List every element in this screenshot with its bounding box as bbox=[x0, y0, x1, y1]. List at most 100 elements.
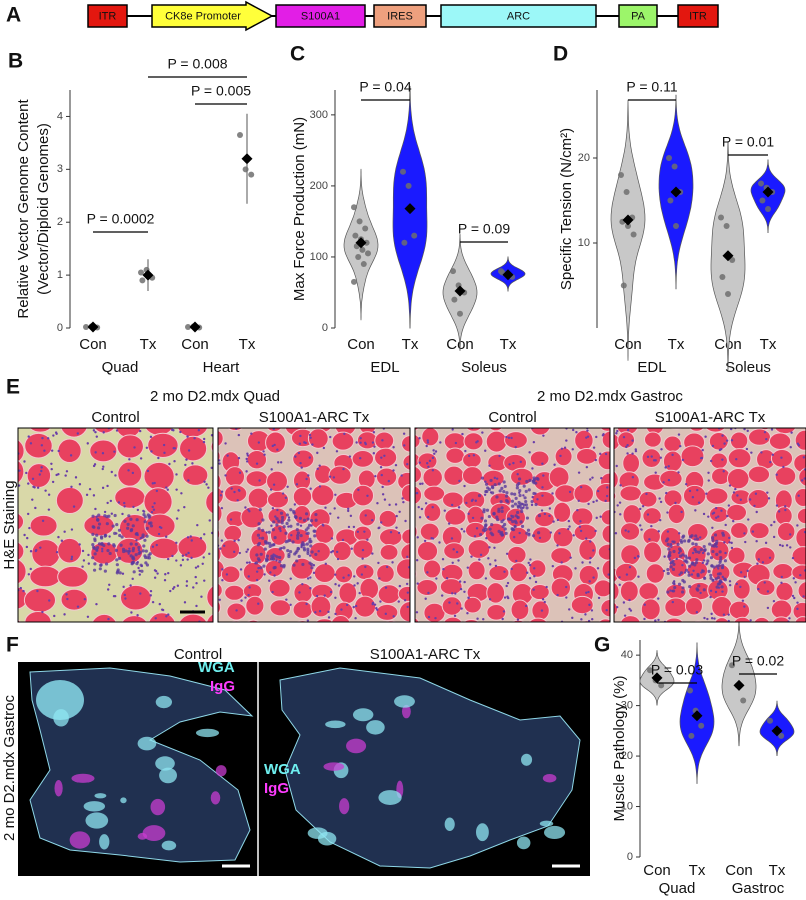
fiber bbox=[768, 432, 792, 450]
construct-label: S100A1 bbox=[301, 10, 340, 22]
infiltrate bbox=[115, 558, 119, 562]
infiltrate bbox=[510, 499, 515, 503]
nucleus bbox=[484, 480, 487, 483]
mean-marker bbox=[622, 214, 634, 226]
fiber bbox=[727, 448, 752, 469]
infiltrate bbox=[713, 533, 718, 537]
infiltrate bbox=[137, 551, 141, 556]
nucleus bbox=[720, 509, 723, 512]
infiltrate bbox=[693, 563, 697, 567]
infiltrate bbox=[93, 562, 97, 566]
nucleus bbox=[563, 446, 567, 449]
nucleus bbox=[202, 556, 205, 559]
infiltrate bbox=[114, 548, 118, 553]
nucleus bbox=[203, 480, 206, 483]
nucleus bbox=[723, 541, 726, 544]
nucleus bbox=[725, 439, 729, 442]
nucleus bbox=[793, 596, 796, 600]
fiber bbox=[641, 448, 662, 468]
nucleus bbox=[128, 547, 131, 550]
nucleus bbox=[712, 511, 716, 515]
nucleus bbox=[637, 555, 640, 558]
nucleus bbox=[515, 559, 518, 563]
infiltrate bbox=[117, 556, 122, 560]
nucleus bbox=[233, 490, 236, 494]
infiltrate bbox=[129, 542, 133, 546]
infiltrate bbox=[280, 521, 284, 525]
nucleus bbox=[478, 558, 481, 561]
fiber bbox=[573, 483, 594, 504]
fiber bbox=[556, 621, 565, 622]
infiltrate bbox=[104, 562, 109, 566]
nucleus bbox=[92, 494, 96, 497]
nucleus bbox=[588, 561, 592, 564]
fiber bbox=[467, 539, 491, 559]
infiltrate bbox=[279, 564, 284, 568]
fiber bbox=[617, 431, 636, 449]
infiltrate bbox=[124, 549, 128, 553]
infiltrate bbox=[534, 502, 538, 507]
infiltrate bbox=[275, 555, 279, 559]
nucleus bbox=[131, 577, 134, 581]
nucleus bbox=[299, 461, 302, 465]
data-point bbox=[363, 239, 370, 246]
infiltrate bbox=[679, 571, 684, 575]
nucleus bbox=[218, 598, 221, 601]
infiltrate bbox=[141, 533, 145, 537]
data-point bbox=[248, 171, 255, 178]
nucleus bbox=[433, 452, 436, 455]
nucleus bbox=[415, 559, 419, 562]
nucleus bbox=[717, 515, 720, 518]
nucleus bbox=[299, 434, 302, 438]
nucleus bbox=[357, 488, 360, 492]
infiltrate bbox=[703, 548, 707, 552]
nucleus bbox=[699, 536, 702, 539]
nucleus bbox=[551, 492, 554, 495]
stain-blob bbox=[83, 801, 106, 812]
nucleus bbox=[248, 561, 251, 564]
infiltrate bbox=[524, 489, 528, 493]
infiltrate bbox=[515, 483, 520, 487]
infiltrate bbox=[715, 585, 719, 589]
infiltrate bbox=[695, 587, 699, 591]
infiltrate bbox=[669, 544, 673, 549]
nucleus bbox=[628, 566, 632, 569]
nucleus bbox=[41, 519, 45, 523]
fiber bbox=[29, 565, 62, 588]
nucleus bbox=[538, 536, 542, 540]
nucleus bbox=[631, 452, 634, 455]
infiltrate bbox=[520, 509, 524, 514]
infiltrate bbox=[682, 534, 686, 538]
nucleus bbox=[479, 553, 483, 557]
nucleus bbox=[690, 573, 694, 576]
nucleus bbox=[103, 510, 107, 514]
infiltrate bbox=[502, 480, 506, 484]
fiber bbox=[57, 438, 82, 464]
nucleus bbox=[754, 492, 758, 495]
fiber bbox=[26, 463, 52, 488]
nucleus bbox=[25, 545, 29, 549]
infiltrate bbox=[97, 542, 102, 546]
fiber bbox=[794, 488, 806, 508]
nucleus bbox=[40, 466, 43, 469]
panel-letter: G bbox=[594, 634, 610, 657]
nucleus bbox=[572, 534, 575, 537]
infiltrate bbox=[697, 584, 701, 588]
infiltrate bbox=[121, 547, 126, 551]
nucleus bbox=[654, 471, 657, 474]
fiber bbox=[510, 467, 534, 486]
nucleus bbox=[65, 470, 69, 473]
nucleus bbox=[131, 471, 135, 475]
nucleus bbox=[82, 559, 86, 562]
nucleus bbox=[488, 598, 492, 601]
nucleus bbox=[764, 541, 768, 545]
nucleus bbox=[466, 612, 469, 615]
stain-blob bbox=[394, 695, 415, 708]
nucleus bbox=[476, 617, 479, 620]
fiber bbox=[504, 431, 528, 449]
nucleus bbox=[263, 453, 266, 456]
nucleus bbox=[430, 537, 433, 540]
nucleus bbox=[532, 440, 536, 444]
infiltrate bbox=[100, 536, 104, 540]
infiltrate bbox=[298, 516, 303, 520]
